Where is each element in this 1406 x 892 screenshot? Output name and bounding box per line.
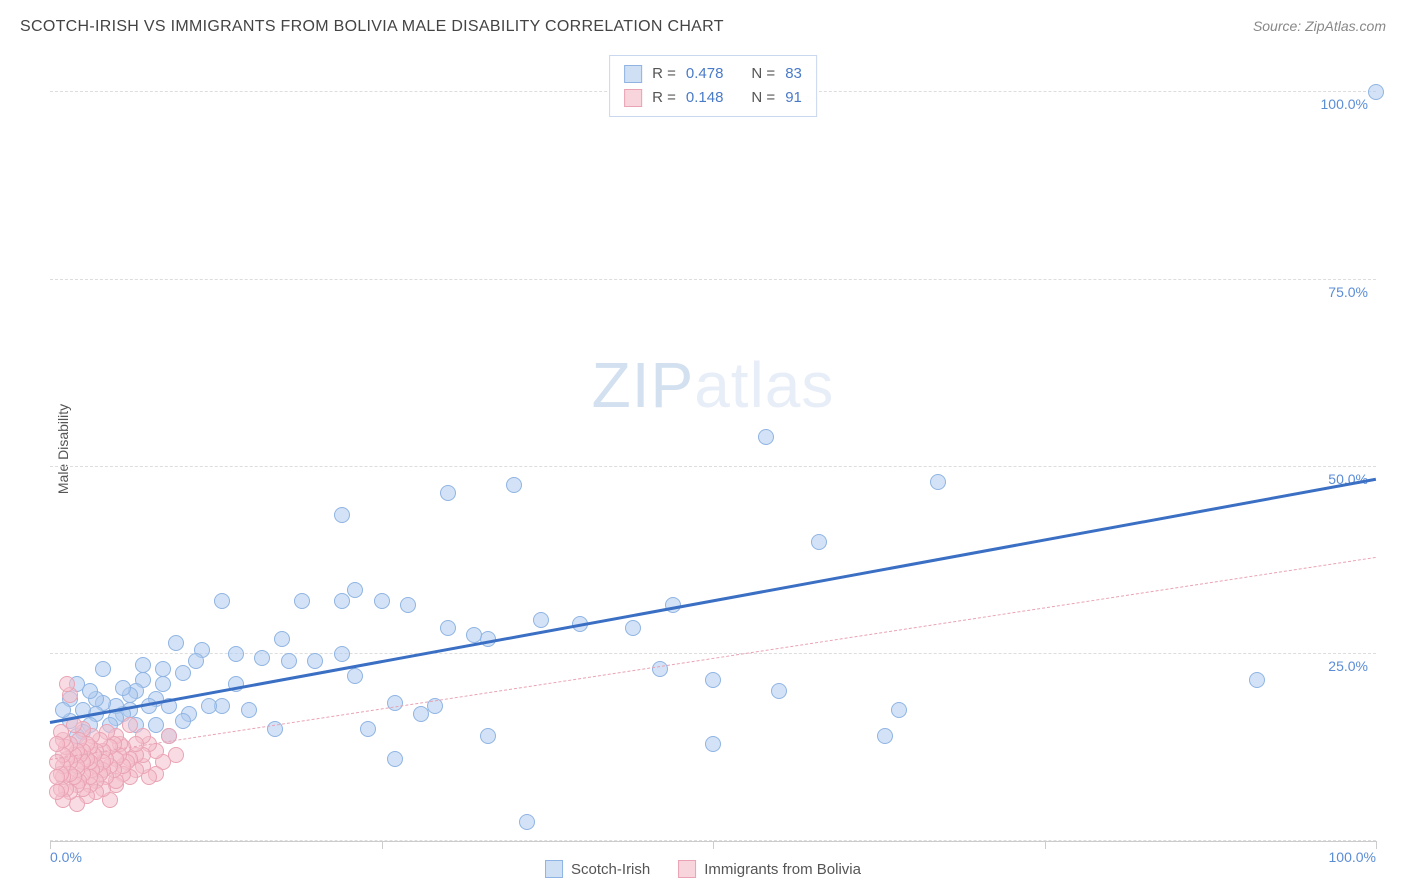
- scatter-point: [705, 736, 721, 752]
- scatter-point: [347, 668, 363, 684]
- scatter-point: [55, 702, 71, 718]
- scatter-point: [168, 635, 184, 651]
- scatter-point: [1249, 672, 1265, 688]
- chart-area: Male Disability ZIPatlas R =0.478N =83R …: [50, 55, 1376, 842]
- scatter-point: [155, 676, 171, 692]
- scatter-point: [625, 620, 641, 636]
- watermark: ZIPatlas: [592, 348, 835, 422]
- scatter-point: [135, 657, 151, 673]
- n-label: N =: [751, 86, 775, 110]
- legend-item: Immigrants from Bolivia: [678, 860, 861, 878]
- scatter-point: [891, 702, 907, 718]
- x-tick-label: 0.0%: [50, 849, 82, 865]
- y-tick-label: 75.0%: [1328, 284, 1368, 300]
- y-tick-label: 25.0%: [1328, 658, 1368, 674]
- scatter-point: [281, 653, 297, 669]
- scatter-point: [758, 429, 774, 445]
- scatter-point: [466, 627, 482, 643]
- n-value: 91: [785, 86, 802, 110]
- scatter-point: [771, 683, 787, 699]
- scatter-point: [1368, 84, 1384, 100]
- scatter-point: [400, 597, 416, 613]
- scatter-point: [533, 612, 549, 628]
- gridline: [50, 653, 1376, 654]
- scatter-point: [49, 736, 65, 752]
- scatter-point: [307, 653, 323, 669]
- r-value: 0.478: [686, 62, 724, 86]
- legend-swatch: [545, 860, 563, 878]
- gridline: [50, 466, 1376, 467]
- scatter-point: [930, 474, 946, 490]
- scatter-point: [705, 672, 721, 688]
- scatter-point: [49, 769, 65, 785]
- scatter-point: [374, 593, 390, 609]
- series-legend: Scotch-Irish Immigrants from Bolivia: [545, 860, 861, 878]
- legend-swatch: [678, 860, 696, 878]
- scatter-point: [811, 534, 827, 550]
- chart-title: SCOTCH-IRISH VS IMMIGRANTS FROM BOLIVIA …: [20, 18, 724, 36]
- chart-header: SCOTCH-IRISH VS IMMIGRANTS FROM BOLIVIA …: [20, 18, 1386, 36]
- trend-line: [50, 557, 1376, 760]
- scatter-point: [334, 507, 350, 523]
- scatter-point: [274, 631, 290, 647]
- scatter-point: [59, 676, 75, 692]
- scatter-point: [95, 661, 111, 677]
- legend-label: Scotch-Irish: [571, 861, 650, 878]
- scatter-point: [201, 698, 217, 714]
- scatter-point: [115, 680, 131, 696]
- scatter-point: [360, 721, 376, 737]
- legend-row: R = 0.478 N = 83: [624, 62, 802, 86]
- legend-label: Immigrants from Bolivia: [704, 861, 861, 878]
- scatter-point: [155, 661, 171, 677]
- scatter-point: [334, 646, 350, 662]
- scatter-point: [254, 650, 270, 666]
- y-tick-label: 100.0%: [1321, 96, 1368, 112]
- x-tick: [713, 841, 714, 849]
- n-value: 83: [785, 62, 802, 86]
- scatter-point: [334, 593, 350, 609]
- scatter-point: [480, 728, 496, 744]
- r-label: R =: [652, 62, 676, 86]
- scatter-point: [347, 582, 363, 598]
- r-value: 0.148: [686, 86, 724, 110]
- scatter-point: [294, 593, 310, 609]
- scatter-point: [440, 620, 456, 636]
- scatter-point: [175, 713, 191, 729]
- source-attribution: Source: ZipAtlas.com: [1253, 18, 1386, 34]
- scatter-point: [440, 485, 456, 501]
- n-label: N =: [751, 62, 775, 86]
- scatter-point: [652, 661, 668, 677]
- scatter-point: [214, 593, 230, 609]
- scatter-point: [241, 702, 257, 718]
- scatter-point: [148, 717, 164, 733]
- correlation-legend: R = 0.478 N = 83 R = 0.148 N = 91: [609, 55, 817, 117]
- scatter-plot: ZIPatlas R = 0.478 N = 83 R = 0.148 N = 91 25.0…: [50, 55, 1376, 842]
- x-tick: [382, 841, 383, 849]
- legend-swatch: [624, 89, 642, 107]
- scatter-point: [49, 784, 65, 800]
- scatter-point: [877, 728, 893, 744]
- x-tick: [1376, 841, 1377, 849]
- scatter-point: [122, 717, 138, 733]
- x-tick: [1045, 841, 1046, 849]
- legend-row: R = 0.148 N = 91: [624, 86, 802, 110]
- legend-swatch: [624, 65, 642, 83]
- scatter-point: [387, 751, 403, 767]
- x-tick: [50, 841, 51, 849]
- scatter-point: [188, 653, 204, 669]
- scatter-point: [506, 477, 522, 493]
- gridline: [50, 279, 1376, 280]
- r-label: R =: [652, 86, 676, 110]
- scatter-point: [175, 665, 191, 681]
- legend-item: Scotch-Irish: [545, 860, 650, 878]
- scatter-point: [519, 814, 535, 830]
- scatter-point: [413, 706, 429, 722]
- scatter-point: [228, 646, 244, 662]
- x-tick-label: 100.0%: [1329, 849, 1376, 865]
